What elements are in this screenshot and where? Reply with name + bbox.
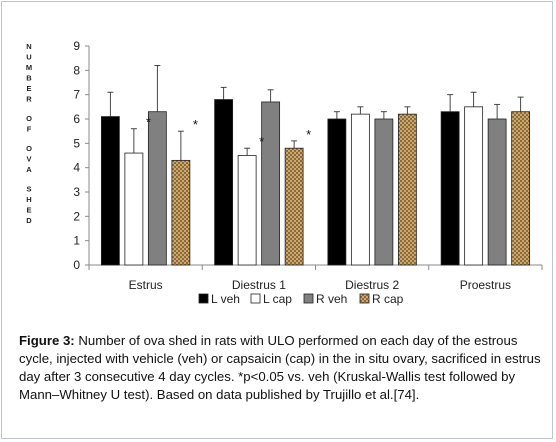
legend-swatch	[250, 293, 261, 304]
y-tick-label: 2	[73, 209, 80, 223]
y-tick-label: 4	[73, 161, 80, 175]
category-label: Diestrus 1	[232, 278, 286, 292]
bar-l-cap	[464, 106, 484, 266]
y-axis-label-letter: V	[26, 155, 31, 164]
y-tick-label: 7	[73, 88, 80, 102]
legend-swatch	[198, 293, 209, 304]
significance-star: *	[146, 115, 151, 130]
category-label: Estrus	[129, 278, 163, 292]
y-tick-label: 9	[73, 39, 80, 53]
y-tick-label: 5	[73, 136, 80, 150]
bar-l-veh	[214, 99, 234, 266]
y-tick-label: 0	[73, 258, 80, 272]
legend: L veh L cap R veh R cap	[198, 292, 404, 306]
legend-label: R cap	[372, 292, 404, 306]
bar-l-veh	[100, 116, 120, 266]
legend-label: R veh	[316, 292, 347, 306]
y-axis-label-letter: B	[26, 74, 32, 83]
legend-label: L veh	[211, 292, 240, 306]
bar-r-cap	[171, 159, 191, 266]
y-axis-label-letter: O	[26, 144, 32, 153]
bar-r-cap	[284, 147, 304, 266]
figure-caption: Figure 3: Number of ova shed in rats wit…	[19, 332, 541, 404]
significance-star: *	[306, 127, 311, 142]
significance-star: *	[259, 134, 264, 149]
caption-text: Number of ova shed in rats with ULO perf…	[19, 333, 541, 402]
y-tick-label: 1	[73, 234, 80, 248]
legend-swatch	[359, 293, 370, 304]
bar-r-veh	[147, 111, 167, 266]
bar-l-cap	[124, 152, 144, 266]
y-tick-label: 6	[73, 112, 80, 126]
bar-r-veh	[261, 101, 281, 266]
category-label: Diestrus 2	[345, 278, 399, 292]
bar-l-cap	[350, 113, 370, 266]
y-axis-label-letter: F	[27, 125, 32, 134]
category-labels: Estrus Diestrus 1 Diestrus 2 Proestrus	[129, 278, 511, 292]
legend-label: L cap	[263, 292, 292, 306]
category-label: Proestrus	[460, 278, 511, 292]
y-axis-label-letter: O	[26, 114, 32, 123]
bar-r-cap	[397, 113, 417, 266]
y-axis-label-letter: R	[26, 95, 32, 104]
y-axis-label-letter: N	[26, 42, 31, 51]
bar-r-cap	[511, 111, 531, 266]
y-axis-label-letter: E	[26, 206, 31, 215]
y-axis-label-letter: S	[26, 185, 31, 194]
bar-l-veh	[327, 118, 347, 266]
bar-l-cap	[237, 155, 257, 266]
y-axis-label-letter: E	[26, 84, 31, 93]
y-axis-label-letter: H	[26, 195, 31, 204]
y-axis-label-letter: A	[26, 165, 32, 174]
bar-r-veh	[374, 118, 394, 266]
y-tick-label: 8	[73, 63, 80, 77]
bar-r-veh	[487, 118, 507, 266]
y-axis-label-letter: U	[26, 53, 31, 62]
y-axis-label-letter: M	[26, 63, 32, 72]
caption-label: Figure 3:	[19, 333, 75, 348]
bars: * * * *	[100, 65, 531, 266]
legend-swatch	[303, 293, 314, 304]
y-tick-label: 3	[73, 185, 80, 199]
y-axis-label-letter: D	[26, 216, 32, 225]
significance-star: *	[193, 117, 198, 132]
bar-l-veh	[440, 111, 460, 266]
